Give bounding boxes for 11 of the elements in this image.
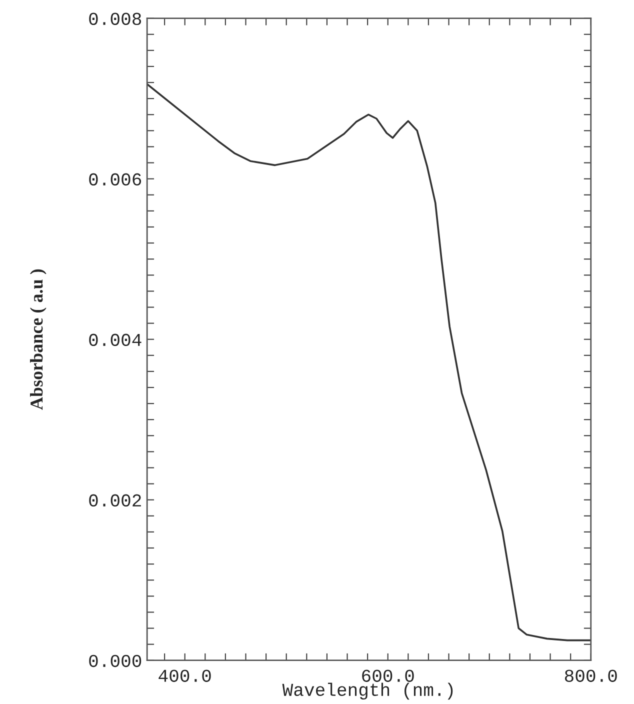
line-series [147, 83, 591, 642]
x-tick-label: 400.0 [158, 670, 211, 682]
y-tick-label: 0.000 [89, 654, 142, 668]
x-tick-label: 600.0 [362, 670, 414, 682]
y-tick-label: 0.004 [89, 334, 142, 346]
x-tick-label: 800.0 [564, 670, 617, 682]
x-axis-title: Wavelength (nm.) [282, 682, 453, 700]
y-tick-label: 0.006 [89, 173, 142, 186]
y-tick-label: 0.002 [89, 494, 141, 507]
y-axis-title: Absorbance ( a.u ) [30, 269, 46, 410]
y-tick-label: 0.008 [89, 12, 142, 26]
